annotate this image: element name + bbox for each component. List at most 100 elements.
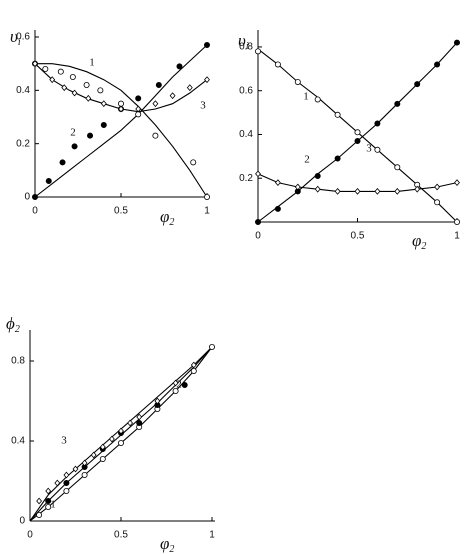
x-axis-label-main: φ bbox=[412, 231, 421, 250]
point bbox=[394, 187, 401, 195]
y-axis-label-sub: 2 bbox=[15, 324, 20, 335]
point bbox=[59, 159, 66, 166]
point bbox=[36, 512, 43, 519]
point bbox=[45, 503, 52, 510]
point bbox=[314, 173, 321, 180]
point bbox=[203, 193, 210, 200]
point bbox=[72, 465, 79, 473]
point bbox=[45, 177, 52, 184]
point bbox=[453, 39, 460, 46]
x-axis-label: φ2 bbox=[412, 231, 426, 252]
y-axis-label: υi bbox=[10, 27, 21, 48]
y-tick-label: 0.8 bbox=[239, 42, 253, 53]
point bbox=[155, 82, 162, 89]
x-tick-label: 1 bbox=[209, 530, 215, 541]
point bbox=[274, 205, 281, 212]
fit-line bbox=[34, 44, 208, 198]
point bbox=[36, 497, 43, 505]
point bbox=[414, 185, 421, 193]
y-axis-label-main: υ bbox=[10, 27, 18, 46]
point bbox=[314, 185, 321, 193]
point bbox=[61, 84, 68, 92]
point bbox=[32, 60, 38, 68]
x-axis-label-sub: 2 bbox=[169, 544, 174, 554]
curve-label: 3 bbox=[200, 100, 206, 112]
point bbox=[100, 122, 107, 129]
point bbox=[453, 218, 460, 225]
y-axis-label-main: ϕ bbox=[6, 314, 15, 333]
y-tick-label: 0.4 bbox=[11, 436, 25, 447]
point bbox=[71, 143, 78, 150]
y-tick-label: 0.6 bbox=[16, 32, 30, 43]
point bbox=[172, 379, 179, 387]
point bbox=[434, 183, 441, 191]
x-axis-label-main: φ bbox=[160, 534, 169, 553]
point bbox=[190, 159, 197, 166]
curve-label: 1 bbox=[50, 499, 56, 511]
point bbox=[87, 132, 94, 139]
y-tick-label: 0.4 bbox=[239, 129, 253, 140]
fit-line bbox=[35, 63, 208, 198]
point bbox=[314, 96, 321, 103]
point bbox=[274, 179, 281, 187]
x-tick-label: 0.5 bbox=[351, 231, 365, 242]
point bbox=[97, 87, 104, 94]
point bbox=[57, 68, 64, 75]
point bbox=[118, 105, 124, 113]
point bbox=[294, 183, 301, 191]
point bbox=[354, 129, 361, 136]
point bbox=[135, 95, 142, 102]
curve-label: 2 bbox=[304, 154, 310, 166]
point bbox=[118, 100, 125, 107]
point bbox=[63, 487, 70, 494]
point bbox=[81, 471, 88, 478]
point bbox=[203, 42, 210, 49]
point bbox=[186, 84, 193, 92]
y-tick-label: 0.2 bbox=[16, 138, 30, 149]
point bbox=[45, 487, 52, 495]
point bbox=[354, 138, 361, 145]
point bbox=[434, 61, 441, 68]
point bbox=[354, 187, 361, 195]
point bbox=[85, 94, 92, 102]
curve-label: 1 bbox=[89, 57, 95, 69]
point bbox=[204, 76, 210, 84]
point bbox=[100, 100, 107, 108]
point bbox=[127, 419, 134, 427]
point bbox=[334, 111, 341, 118]
point bbox=[394, 100, 401, 107]
y-tick-label: 0.8 bbox=[11, 356, 25, 367]
y-tick-label: 0 bbox=[24, 192, 30, 203]
point bbox=[374, 120, 381, 127]
point bbox=[54, 479, 61, 487]
point bbox=[414, 81, 421, 88]
point bbox=[208, 343, 215, 350]
point bbox=[374, 187, 381, 195]
point bbox=[32, 193, 39, 200]
point bbox=[42, 66, 49, 73]
point bbox=[334, 187, 341, 195]
point bbox=[254, 48, 261, 55]
point bbox=[81, 459, 88, 467]
point bbox=[172, 387, 179, 394]
x-tick-label: 0 bbox=[27, 530, 33, 541]
point bbox=[154, 397, 161, 405]
curve-label: 3 bbox=[61, 435, 67, 447]
x-axis-label-main: φ bbox=[160, 207, 169, 226]
y-tick-label: 0.6 bbox=[239, 85, 253, 96]
point bbox=[49, 76, 56, 84]
y-tick-label: 0.4 bbox=[16, 85, 30, 96]
point bbox=[136, 419, 143, 426]
point bbox=[45, 497, 52, 504]
point bbox=[294, 78, 301, 85]
point bbox=[90, 451, 97, 459]
x-axis-label-sub: 2 bbox=[421, 241, 426, 252]
curve-label: 2 bbox=[176, 379, 182, 391]
x-tick-label: 0.5 bbox=[114, 206, 128, 217]
point bbox=[118, 439, 125, 446]
point bbox=[118, 427, 124, 435]
point bbox=[99, 455, 106, 462]
y-tick-label: 0.2 bbox=[239, 173, 253, 184]
point bbox=[136, 413, 143, 421]
point bbox=[83, 82, 90, 89]
